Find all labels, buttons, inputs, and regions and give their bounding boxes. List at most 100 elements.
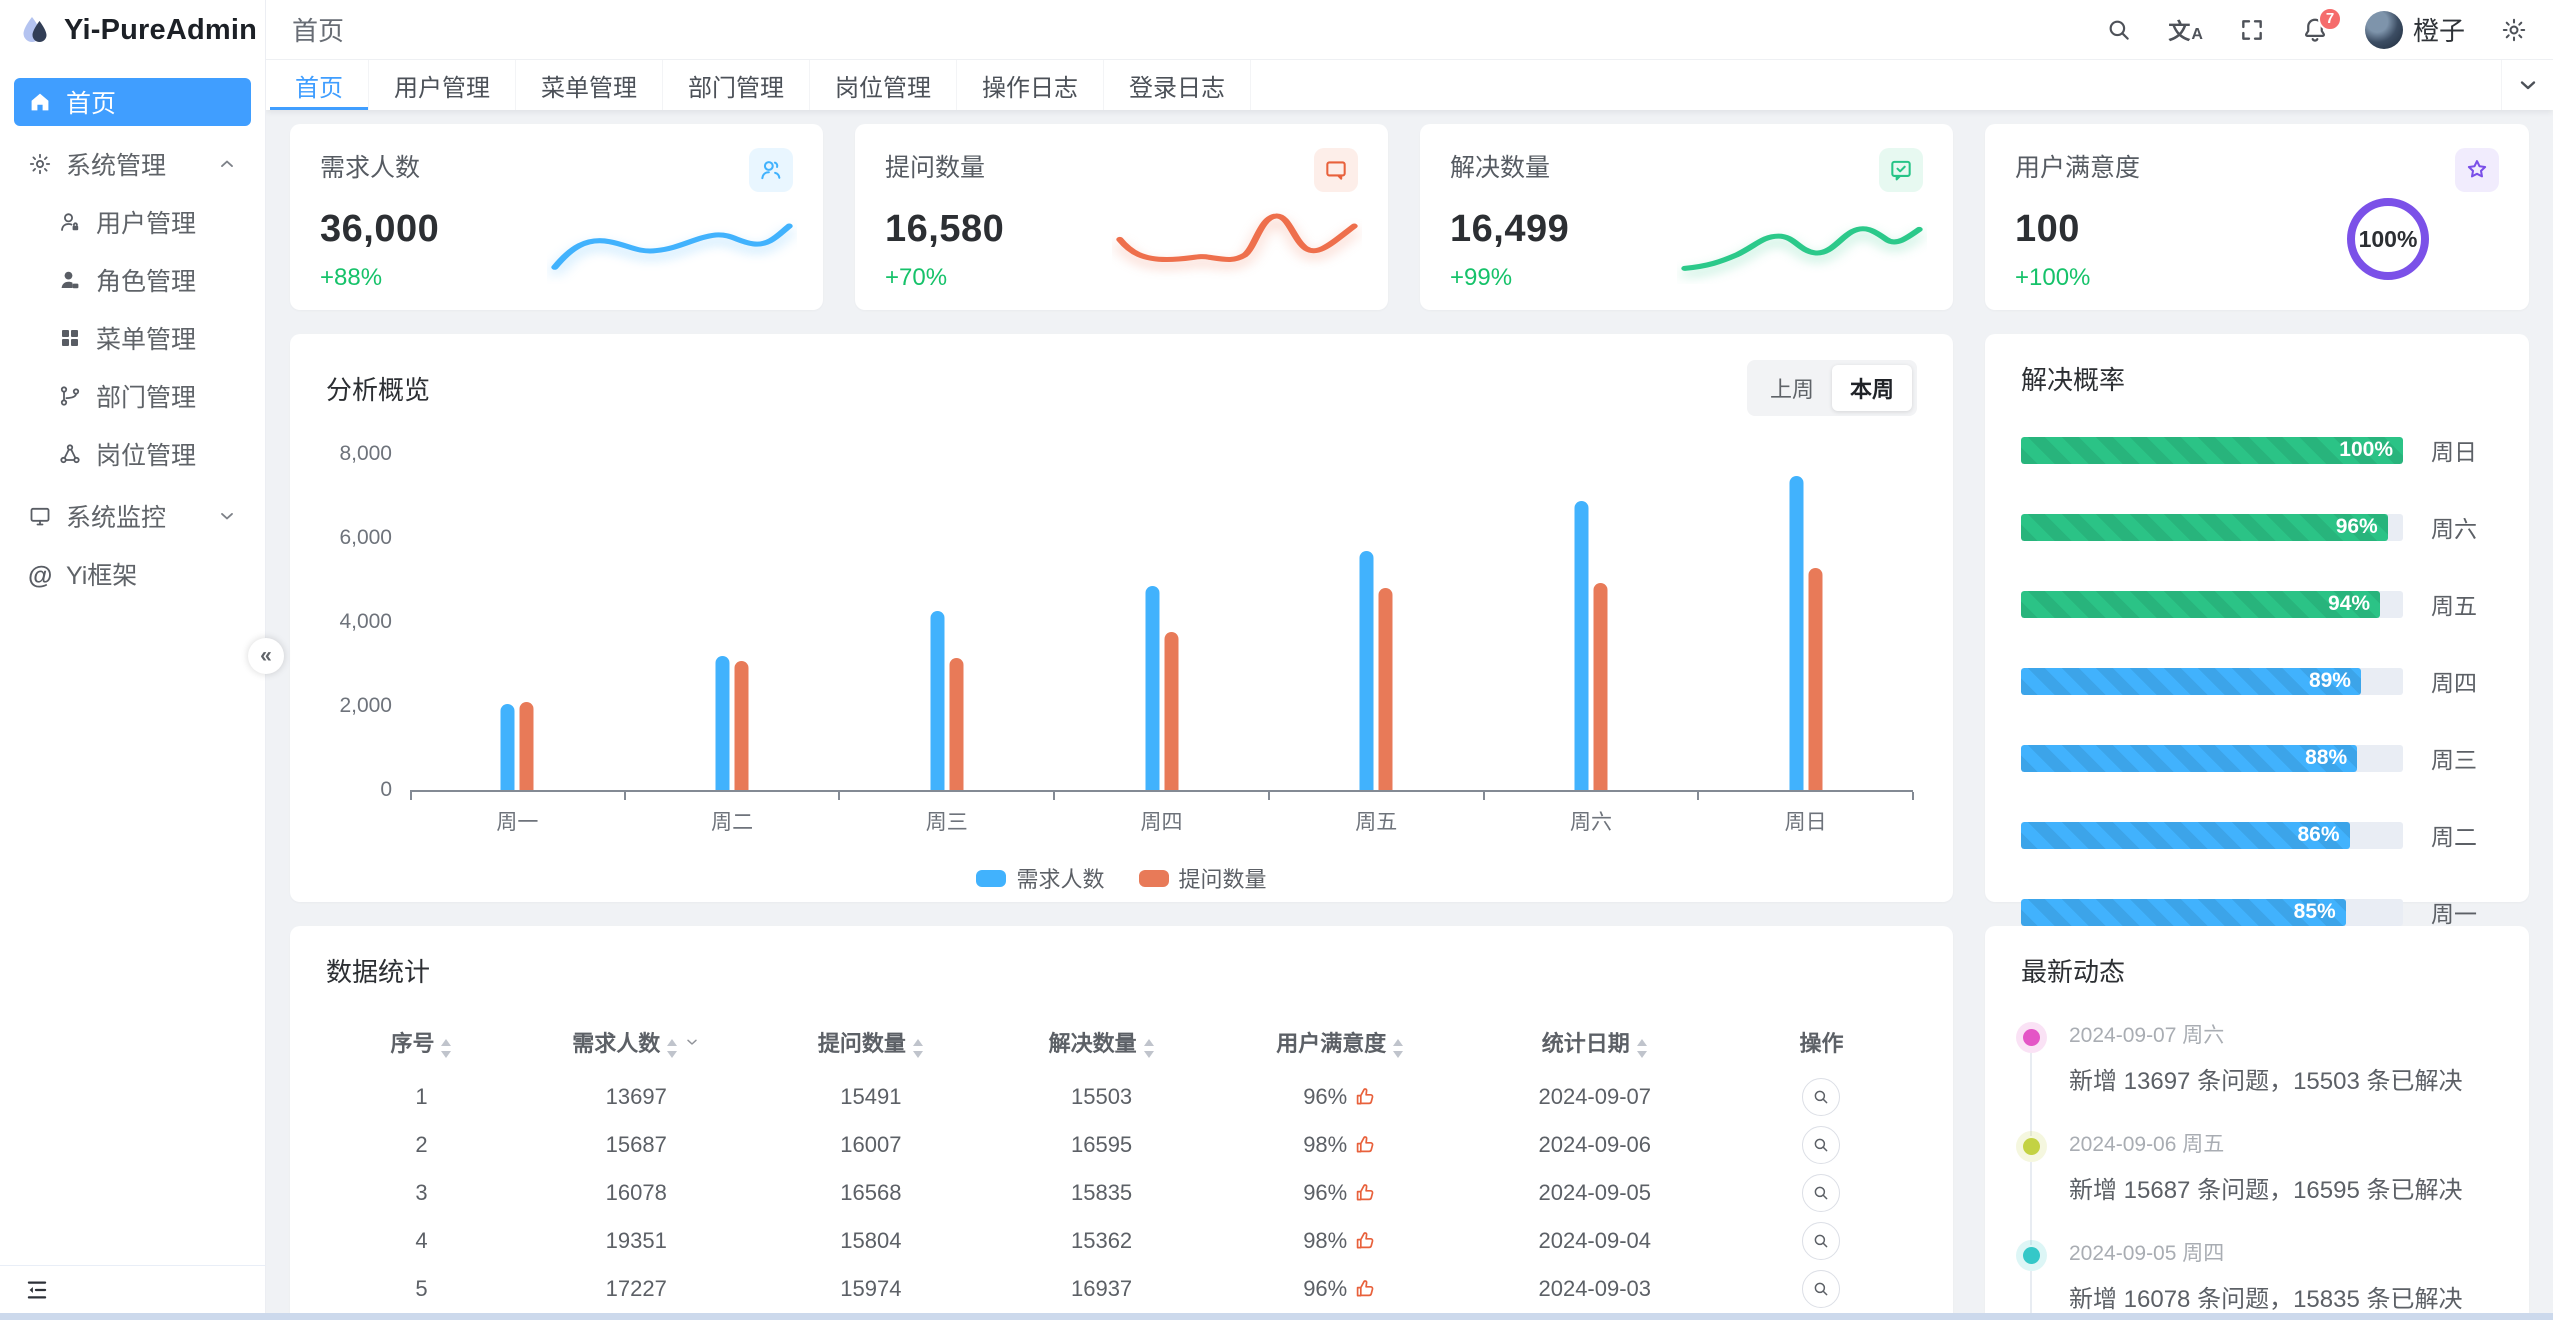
sidebar-item-Yi框架[interactable]: @ Yi框架 [14,550,251,598]
main-content: 需求人数 36,000 +88% 提问数量 16,580 +70% 解决数量 1… [266,110,2553,1320]
chevron-down-icon[interactable] [684,1034,700,1050]
tab-操作日志[interactable]: 操作日志 [957,60,1104,110]
news-timeline: 2024-09-07 周六 新增 13697 条问题，15503 条已解决 20… [2021,1019,2493,1320]
search-icon[interactable] [2106,17,2132,43]
y-axis-label: 0 [380,778,392,801]
tab-部门管理[interactable]: 部门管理 [663,60,810,110]
column-header-提问数量[interactable]: 提问数量 [756,1026,987,1058]
toggle-上周[interactable]: 上周 [1769,377,1814,402]
cell-require: 19351 [605,1228,667,1253]
cell-date: 2024-09-07 [1538,1084,1652,1109]
solve-probability-card: 解决概率 100% 周日 96% 周六 94% 周五 89% 周四 88% 周三… [1985,334,2529,927]
column-header-用户满意度[interactable]: 用户满意度 [1217,1026,1464,1058]
sidebar-group-系统管理[interactable]: 系统管理 [14,140,251,188]
user-menu[interactable]: 橙子 [2364,10,2465,49]
tab-菜单管理[interactable]: 菜单管理 [516,60,663,110]
toggle-本周[interactable]: 本周 [1831,365,1912,411]
news-item: 2024-09-06 周五 新增 15687 条问题，16595 条已解决 [2021,1128,2493,1245]
cell-question: 15974 [840,1276,902,1301]
chart-category-column [625,454,841,800]
bar-需求人数-周三 [930,611,945,790]
legend-item-需求人数[interactable]: 需求人数 [976,862,1105,894]
progress-fill: 96% [2021,513,2388,541]
tab-岗位管理[interactable]: 岗位管理 [810,60,957,110]
sidebar-item-菜单管理[interactable]: 菜单管理 [14,314,251,362]
news-text: 新增 15687 条问题，16595 条已解决 [2069,1177,2463,1204]
sidebar-item-角色管理[interactable]: 角色管理 [14,256,251,304]
notification-bell-icon[interactable]: 7 [2301,6,2342,44]
y-axis-label: 8,000 [339,442,392,465]
x-axis-label: 周六 [1569,811,1612,834]
view-detail-button[interactable] [1802,1174,1841,1212]
sort-caret-icon[interactable] [666,1027,678,1058]
probability-row-周日: 100% 周日 [2021,433,2493,467]
sidebar-group-系统监控[interactable]: 系统监控 [14,492,251,540]
stat-card-title: 提问数量 [885,154,986,182]
app-logo[interactable]: Yi-PureAdmin [0,0,265,60]
legend-item-提问数量[interactable]: 提问数量 [1138,862,1267,894]
monitor-icon [28,504,52,528]
progress-track: 88% [2021,744,2403,772]
tab-登录日志[interactable]: 登录日志 [1104,60,1251,110]
progress-day-label: 周日 [2431,439,2477,465]
horizontal-scrollbar[interactable] [0,1313,2553,1320]
cell-satisfaction: 96% [1217,1180,1464,1206]
sidebar-item-首页[interactable]: 首页 [14,78,251,126]
sort-caret-icon[interactable] [1636,1027,1648,1058]
column-header-序号[interactable]: 序号 [326,1026,517,1058]
sidebar-collapse-button[interactable]: « [248,638,284,674]
fullscreen-icon[interactable] [2239,17,2265,43]
news-text: 新增 13697 条问题，15503 条已解决 [2069,1068,2463,1095]
cell-question: 16007 [840,1132,902,1157]
latest-news-card: 最新动态 2024-09-07 周六 新增 13697 条问题，15503 条已… [1985,926,2529,1320]
avatar [2364,10,2403,49]
sort-caret-icon[interactable] [440,1027,452,1058]
star-icon [2455,148,2499,192]
probability-row-周二: 86% 周二 [2021,818,2493,852]
sidebar-item-岗位管理[interactable]: 岗位管理 [14,430,251,478]
sort-caret-icon[interactable] [912,1027,924,1058]
bar-chart-x-axis: 周一 周二 周三 周四 周五 周六 周日 [410,806,1913,836]
sort-caret-icon[interactable] [1392,1027,1404,1058]
column-header-需求人数[interactable]: 需求人数 [517,1026,756,1058]
tab-首页[interactable]: 首页 [270,60,369,110]
view-detail-button[interactable] [1802,1126,1841,1164]
user-icon [58,210,82,234]
column-header-统计日期[interactable]: 统计日期 [1464,1026,1727,1058]
settings-icon[interactable] [2501,17,2527,43]
timeline-dot [2023,1138,2040,1155]
cell-require: 17227 [605,1276,667,1301]
progress-track: 89% [2021,667,2403,695]
cell-satisfaction: 98% [1217,1132,1464,1158]
view-detail-button[interactable] [1802,1222,1841,1260]
cell-solved: 15835 [1070,1180,1133,1205]
table-row: 5 17227 15974 16937 96% 2024-09-03 [326,1265,1917,1313]
sidebar-item-部门管理[interactable]: 部门管理 [14,372,251,420]
sidebar-item-用户管理[interactable]: 用户管理 [14,198,251,246]
table-row: 3 16078 16568 15835 96% 2024-09-05 [326,1169,1917,1217]
table-body: 1 13697 15491 15503 96% 2024-09-07 2 156… [326,1073,1917,1320]
magnifier-icon [1812,1088,1830,1106]
table-row: 1 13697 15491 15503 96% 2024-09-07 [326,1073,1917,1121]
cell-require: 15687 [605,1132,667,1157]
view-detail-button[interactable] [1802,1270,1841,1308]
magnifier-icon [1812,1232,1830,1250]
sort-caret-icon[interactable] [1143,1027,1155,1058]
stat-card-用户满意度: 用户满意度 100 +100% 100% [1985,124,2529,310]
data-statistics-title: 数据统计 [326,957,431,987]
chart-category-column [1484,454,1700,800]
column-header-解决数量[interactable]: 解决数量 [986,1026,1217,1058]
tabs-dropdown-icon[interactable] [2501,60,2553,110]
bar-需求人数-周二 [715,656,730,790]
menu-fold-icon[interactable] [24,1277,50,1303]
view-detail-button[interactable] [1802,1078,1841,1116]
progress-day-label: 周四 [2431,670,2477,696]
chevron-down-icon [217,506,237,526]
thumb-up-icon [1353,1085,1377,1109]
progress-fill: 89% [2021,667,2361,695]
sidebar-group-label: 系统管理 [66,152,167,180]
data-table: 序号 需求人数 提问数量 解决数量 用户满意度 统计日期 操作 1 13697 … [326,1019,1917,1320]
tab-用户管理[interactable]: 用户管理 [369,60,516,110]
